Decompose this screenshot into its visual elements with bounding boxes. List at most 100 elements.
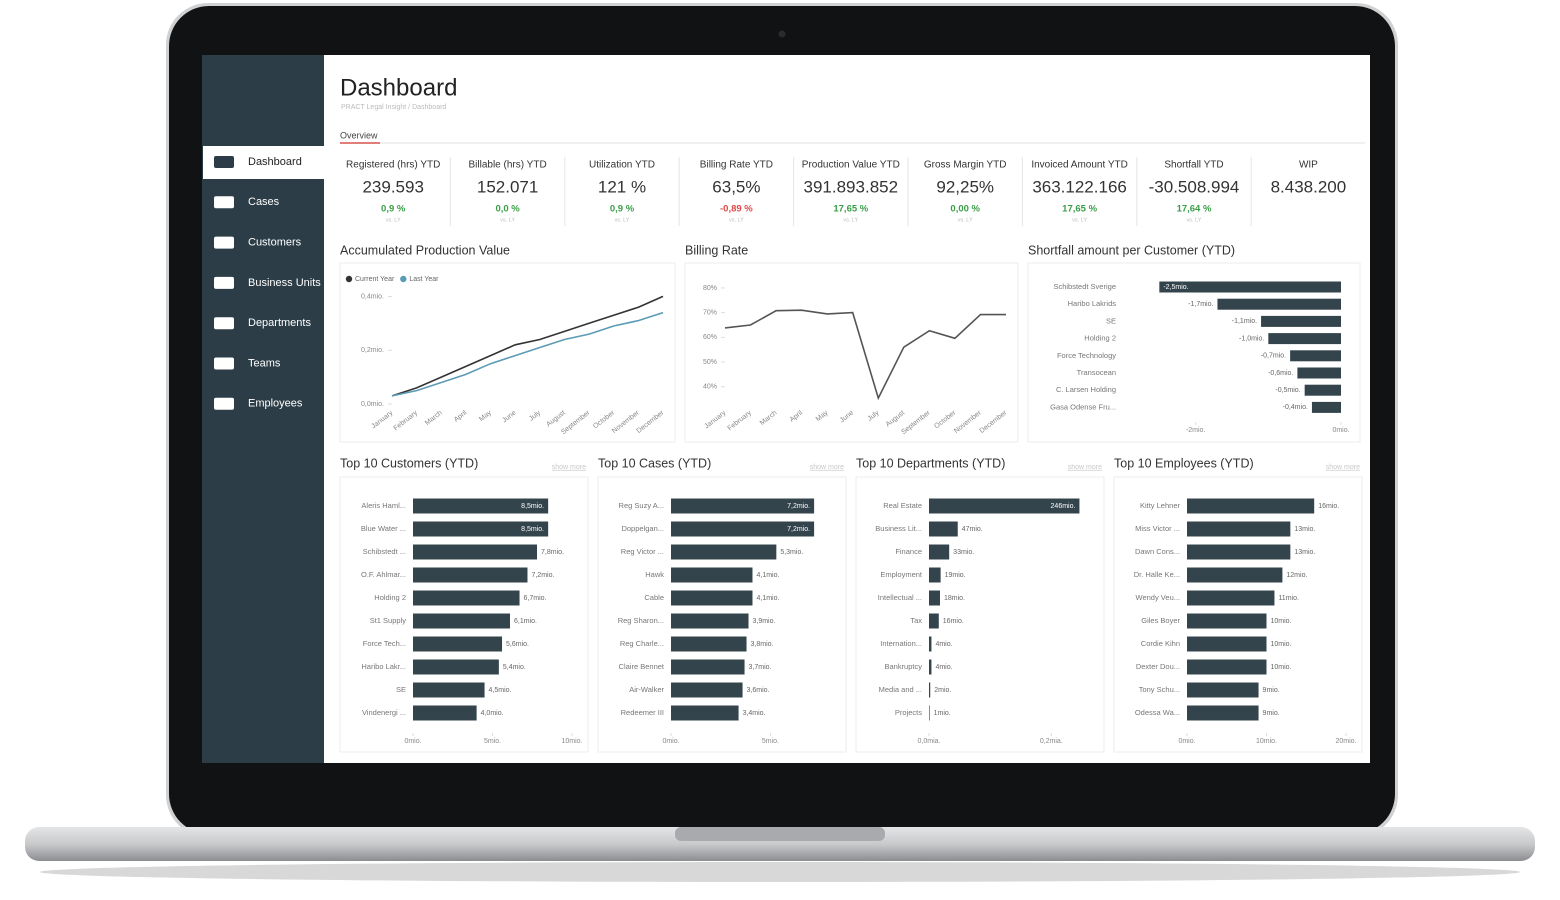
y-tick-label: 0,2mio. [361, 347, 384, 354]
x-tick-label: 0mio. [404, 738, 421, 745]
value-label: -0,5mio. [1275, 387, 1300, 394]
value-label: 4,0mio. [481, 710, 504, 717]
value-label: 5,6mio. [506, 641, 529, 648]
value-label: 1mio. [934, 710, 951, 717]
x-tick-label: 0mio. [1178, 738, 1195, 745]
chart-panel [339, 262, 676, 443]
value-label: 7,8mio. [541, 549, 564, 556]
nav-item[interactable]: Business Units [248, 277, 321, 289]
line-series [724, 309, 1006, 401]
nav-icon [214, 276, 234, 289]
value-label: 33mio. [953, 549, 974, 556]
nav-item[interactable]: Employees [248, 398, 303, 410]
y-tick-label: 70% [703, 309, 717, 316]
x-tick-label: 5mio. [762, 738, 779, 745]
category-label: Miss Victor ... [1135, 524, 1180, 533]
kpi-label: Shortfall YTD [1164, 160, 1223, 171]
x-tick-label: 20mio. [1335, 738, 1356, 745]
nav-item[interactable]: Customers [248, 237, 302, 249]
category-label: Business Lit... [875, 524, 922, 533]
category-label: Media and ... [879, 685, 922, 694]
kpi-note: vs. LY [500, 217, 515, 223]
value-label: -0,7mio. [1261, 353, 1286, 360]
bar [671, 659, 745, 675]
nav-item[interactable]: Departments [248, 317, 311, 329]
kpi-value: 152.071 [477, 177, 538, 196]
bar [929, 544, 950, 560]
nav-icon [214, 357, 234, 370]
value-label: 8,5mio. [521, 526, 544, 533]
category-label: Tax [910, 616, 922, 625]
kpi-label: Invoiced Amount YTD [1031, 160, 1128, 171]
y-tick-label: 40% [703, 384, 717, 391]
value-label: 19mio. [945, 572, 966, 579]
category-label: Holding 2 [1084, 334, 1116, 343]
kpi-value: 92,25% [936, 177, 994, 196]
nav-icon [214, 317, 234, 330]
kpi-note: vs. LY [729, 217, 744, 223]
category-label: SE [396, 685, 406, 694]
kpi-change: 0,0 % [495, 204, 520, 215]
chart-title: Billing Rate [685, 243, 748, 257]
bar [671, 682, 743, 698]
value-label: 4mio. [935, 664, 952, 671]
bar [671, 636, 747, 652]
value-label: 6,1mio. [514, 618, 537, 625]
category-label: Redeemer III [621, 708, 664, 717]
y-tick-label: 0,0mio. [361, 401, 384, 408]
x-tick-label: 10mio. [561, 738, 582, 745]
chart-title: Top 10 Customers (YTD) [340, 456, 478, 470]
show-more-link[interactable]: show more [810, 464, 844, 471]
category-label: Giles Boyer [1141, 616, 1180, 625]
bar [413, 590, 520, 606]
category-label: Tony Schu... [1139, 685, 1180, 694]
bar [413, 682, 485, 698]
value-label: 10mio. [1271, 641, 1292, 648]
x-tick-label: -2mio. [1186, 427, 1206, 434]
category-label: Haribo Lakr... [361, 662, 406, 671]
tab[interactable]: Overview [340, 130, 378, 140]
x-tick-label: 0mio. [662, 738, 679, 745]
show-more-link[interactable]: show more [1068, 464, 1102, 471]
bar [929, 636, 932, 652]
show-more-link[interactable]: show more [1326, 464, 1360, 471]
bar [1297, 367, 1341, 379]
bar [1187, 521, 1291, 537]
show-more-link[interactable]: show more [552, 464, 586, 471]
bar [929, 521, 958, 537]
line-series [391, 295, 664, 397]
nav-item[interactable]: Dashboard [248, 156, 302, 168]
category-label: Doppelgan... [621, 524, 664, 533]
bar [413, 498, 549, 514]
category-label: Dr. Halle Ke... [1134, 570, 1180, 579]
category-label: Force Tech... [363, 639, 406, 648]
value-label: 9mio. [1263, 710, 1280, 717]
category-label: Schibstedt Sverige [1053, 282, 1116, 291]
value-label: -0,6mio. [1268, 370, 1293, 377]
value-label: 3,4mio. [743, 710, 766, 717]
nav-item[interactable]: Teams [248, 357, 281, 369]
shadow [40, 862, 1520, 882]
kpi-change: 0,9 % [610, 204, 635, 215]
x-tick-label: 0mio. [1332, 427, 1349, 434]
bar [1261, 315, 1341, 327]
legend-marker [400, 275, 407, 283]
category-label: Odessa Wa... [1135, 708, 1180, 717]
category-label: Gasa Odense Fru... [1050, 402, 1116, 411]
nav-item[interactable]: Cases [248, 196, 280, 208]
bar [1187, 590, 1275, 606]
bar [929, 590, 941, 606]
value-label: 8,5mio. [521, 503, 544, 510]
kpi-label: Billable (hrs) YTD [469, 160, 547, 171]
bar [1187, 498, 1315, 514]
value-label: 13mio. [1294, 526, 1315, 533]
value-label: 4,1mio. [756, 595, 779, 602]
bar [413, 705, 477, 721]
bar [671, 521, 815, 537]
category-label: Real Estate [883, 501, 922, 510]
value-label: 16mio. [943, 618, 964, 625]
bar [929, 613, 939, 629]
category-label: Projects [895, 708, 922, 717]
breadcrumb[interactable]: PRACT Legal Insight / Dashboard [341, 104, 446, 111]
